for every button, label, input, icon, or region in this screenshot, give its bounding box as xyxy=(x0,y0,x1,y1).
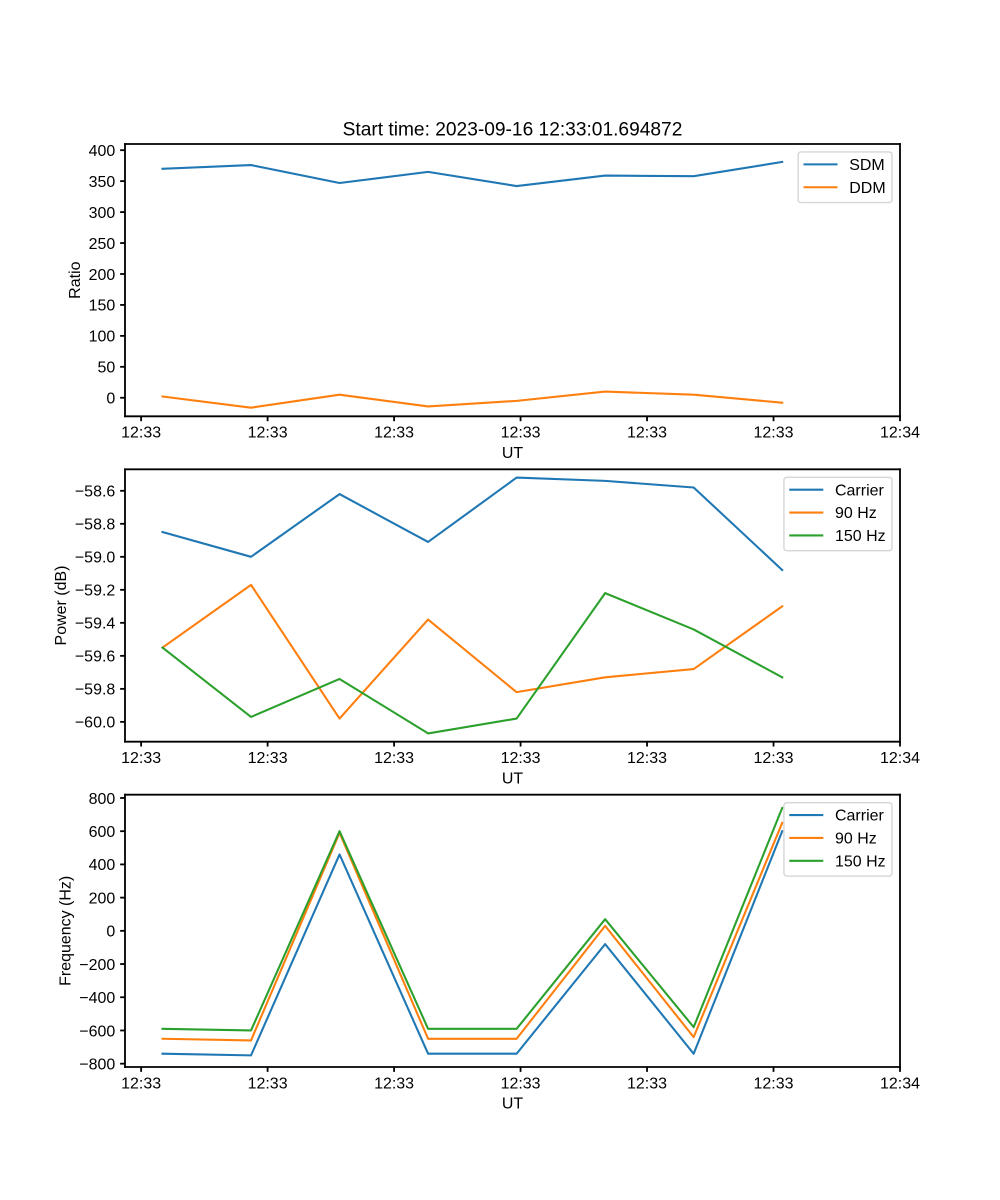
svg-text:12:33: 12:33 xyxy=(121,750,161,767)
svg-text:−59.6: −59.6 xyxy=(75,649,116,666)
svg-text:UT: UT xyxy=(502,1096,524,1113)
svg-text:12:33: 12:33 xyxy=(754,750,794,767)
svg-text:12:33: 12:33 xyxy=(121,425,161,442)
svg-text:12:33: 12:33 xyxy=(121,1075,161,1092)
svg-text:12:33: 12:33 xyxy=(248,750,288,767)
svg-text:12:33: 12:33 xyxy=(374,1075,414,1092)
svg-text:−58.8: −58.8 xyxy=(75,517,116,534)
svg-text:Frequency (Hz): Frequency (Hz) xyxy=(57,876,74,986)
svg-text:12:33: 12:33 xyxy=(248,1075,288,1092)
svg-text:12:33: 12:33 xyxy=(374,425,414,442)
svg-text:0: 0 xyxy=(106,391,115,408)
svg-text:12:34: 12:34 xyxy=(880,750,920,767)
svg-text:−60.0: −60.0 xyxy=(75,715,116,732)
svg-text:Start time: 2023-09-16 12:33:0: Start time: 2023-09-16 12:33:01.694872 xyxy=(343,120,683,141)
svg-text:200: 200 xyxy=(89,890,116,907)
svg-text:12:33: 12:33 xyxy=(627,1075,667,1092)
svg-text:90 Hz: 90 Hz xyxy=(835,830,877,847)
svg-text:−800: −800 xyxy=(79,1056,115,1073)
svg-text:−600: −600 xyxy=(79,1023,115,1040)
svg-text:UT: UT xyxy=(502,445,524,462)
svg-text:−200: −200 xyxy=(79,957,115,974)
svg-text:100: 100 xyxy=(89,329,116,346)
svg-text:12:33: 12:33 xyxy=(248,425,288,442)
svg-text:400: 400 xyxy=(89,143,116,160)
svg-text:UT: UT xyxy=(502,770,524,787)
svg-text:Power (dB): Power (dB) xyxy=(53,566,70,646)
svg-text:12:33: 12:33 xyxy=(501,1075,541,1092)
svg-text:−59.2: −59.2 xyxy=(75,583,116,600)
svg-text:350: 350 xyxy=(89,174,116,191)
svg-text:−59.8: −59.8 xyxy=(75,682,116,699)
svg-text:150 Hz: 150 Hz xyxy=(835,853,886,870)
svg-text:12:33: 12:33 xyxy=(754,425,794,442)
svg-text:−58.6: −58.6 xyxy=(75,484,116,501)
svg-text:600: 600 xyxy=(89,824,116,841)
svg-text:90 Hz: 90 Hz xyxy=(835,505,877,522)
svg-text:12:34: 12:34 xyxy=(880,425,920,442)
svg-text:200: 200 xyxy=(89,267,116,284)
svg-text:12:33: 12:33 xyxy=(501,425,541,442)
svg-text:400: 400 xyxy=(89,857,116,874)
svg-text:−400: −400 xyxy=(79,990,115,1007)
svg-text:12:33: 12:33 xyxy=(374,750,414,767)
svg-text:12:33: 12:33 xyxy=(627,750,667,767)
svg-text:300: 300 xyxy=(89,205,116,222)
svg-text:250: 250 xyxy=(89,236,116,253)
svg-text:12:33: 12:33 xyxy=(501,750,541,767)
svg-text:800: 800 xyxy=(89,791,116,808)
svg-text:150: 150 xyxy=(89,298,116,315)
svg-text:DDM: DDM xyxy=(849,180,885,197)
svg-text:150 Hz: 150 Hz xyxy=(835,528,886,545)
svg-text:Carrier: Carrier xyxy=(835,808,884,825)
svg-text:12:33: 12:33 xyxy=(627,425,667,442)
svg-text:SDM: SDM xyxy=(849,157,885,174)
svg-text:−59.4: −59.4 xyxy=(75,616,116,633)
svg-text:Ratio: Ratio xyxy=(67,261,84,298)
svg-text:12:33: 12:33 xyxy=(754,1075,794,1092)
svg-text:12:34: 12:34 xyxy=(880,1075,920,1092)
svg-text:−59.0: −59.0 xyxy=(75,550,116,567)
svg-text:Carrier: Carrier xyxy=(835,482,884,499)
svg-text:0: 0 xyxy=(106,924,115,941)
svg-text:50: 50 xyxy=(98,360,116,377)
